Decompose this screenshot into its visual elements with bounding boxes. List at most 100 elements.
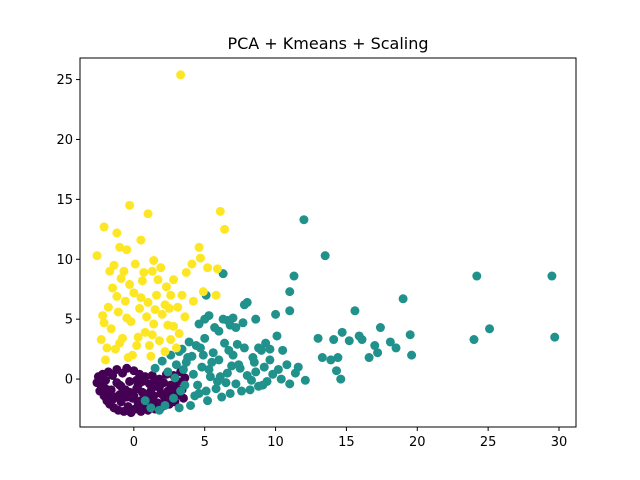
cluster-1-point [254, 343, 264, 353]
cluster-1-point [197, 362, 207, 372]
cluster-2-point [215, 206, 225, 216]
cluster-2-point [106, 324, 116, 334]
cluster-1-point [150, 363, 160, 373]
cluster-1-point [211, 384, 221, 394]
cluster-1-point [195, 343, 205, 353]
cluster-0-point [150, 375, 160, 385]
cluster-1-point [407, 350, 417, 360]
cluster-2-point [120, 296, 130, 306]
cluster-1-point [293, 362, 303, 372]
cluster-0-point [116, 381, 126, 391]
cluster-1-point [333, 353, 343, 363]
cluster-2-point [96, 335, 106, 345]
cluster-1-point [485, 324, 495, 334]
cluster-2-point [132, 341, 142, 351]
cluster-1-point [282, 360, 292, 370]
cluster-0-point [125, 376, 135, 386]
cluster-1-point [472, 271, 482, 281]
cluster-2-point [180, 312, 190, 322]
cluster-2-point [160, 347, 170, 357]
cluster-1-point [300, 375, 310, 385]
cluster-1-point [320, 251, 330, 261]
cluster-1-point [550, 332, 560, 342]
cluster-1-point [193, 380, 203, 390]
cluster-2-point [143, 209, 153, 219]
cluster-2-point [102, 343, 112, 353]
cluster-0-point [132, 375, 142, 385]
cluster-0-point [115, 390, 125, 400]
cluster-1-point [181, 357, 191, 367]
cluster-0-point [101, 384, 111, 394]
cluster-2-point [146, 351, 156, 361]
cluster-2-point [142, 312, 152, 322]
cluster-1-point [186, 400, 196, 410]
cluster-2-point [152, 290, 162, 300]
cluster-1-point [336, 374, 346, 384]
points-layer [92, 70, 560, 418]
cluster-2-point [98, 311, 108, 321]
cluster-2-point [203, 263, 213, 273]
cluster-1-point [160, 400, 170, 410]
cluster-2-point [154, 336, 164, 346]
cluster-2-point [173, 302, 183, 312]
cluster-2-point [125, 200, 135, 210]
cluster-1-point [289, 271, 299, 281]
cluster-2-point [177, 290, 187, 300]
cluster-1-point [317, 353, 327, 363]
cluster-1-point [246, 375, 256, 385]
cluster-1-point [232, 339, 242, 349]
cluster-1-point [231, 379, 241, 389]
cluster-2-point [195, 253, 205, 263]
cluster-1-point [169, 393, 179, 403]
cluster-2-point [161, 282, 171, 292]
cluster-1-point [285, 379, 295, 389]
cluster-0-point [101, 375, 111, 385]
cluster-1-point [146, 403, 156, 413]
cluster-1-point [251, 314, 261, 324]
cluster-0-point [122, 392, 132, 402]
cluster-1-point [391, 343, 401, 353]
cluster-2-point [188, 296, 198, 306]
cluster-1-point [214, 326, 224, 336]
x-tick-label: 15 [338, 435, 355, 450]
y-tick-label: 0 [65, 373, 73, 388]
cluster-1-point [188, 369, 198, 379]
cluster-2-point [166, 335, 176, 345]
cluster-1-point [385, 337, 395, 347]
cluster-1-point [344, 336, 354, 346]
cluster-1-point [370, 341, 380, 351]
cluster-2-point [119, 266, 129, 276]
cluster-2-point [147, 266, 157, 276]
cluster-1-point [242, 297, 252, 307]
cluster-2-point [115, 338, 125, 348]
x-tick-label: 10 [267, 435, 284, 450]
cluster-2-point [157, 309, 167, 319]
cluster-2-point [169, 275, 179, 285]
cluster-2-point [135, 303, 145, 313]
cluster-2-point [144, 341, 154, 351]
cluster-2-point [140, 327, 150, 337]
cluster-2-point [99, 318, 109, 328]
y-tick-label: 15 [56, 193, 73, 208]
cluster-0-point [180, 373, 190, 383]
x-axis: 0 5 10 15 20 25 30 [130, 427, 568, 450]
cluster-2-point [137, 276, 147, 286]
x-tick-label: 30 [551, 435, 568, 450]
cluster-2-point [101, 355, 111, 365]
cluster-1-point [326, 355, 336, 365]
cluster-2-point [143, 297, 153, 307]
y-tick-label: 5 [65, 313, 73, 328]
cluster-2-point [103, 302, 113, 312]
cluster-1-point [201, 386, 211, 396]
x-tick-label: 0 [130, 435, 138, 450]
cluster-1-point [235, 363, 245, 373]
cluster-1-point [204, 364, 214, 374]
cluster-1-point [176, 386, 186, 396]
cluster-2-point [153, 275, 163, 285]
cluster-1-point [214, 355, 224, 365]
cluster-1-point [220, 338, 230, 348]
y-tick-label: 20 [56, 133, 73, 148]
cluster-2-point [169, 321, 179, 331]
cluster-2-point [116, 273, 126, 283]
